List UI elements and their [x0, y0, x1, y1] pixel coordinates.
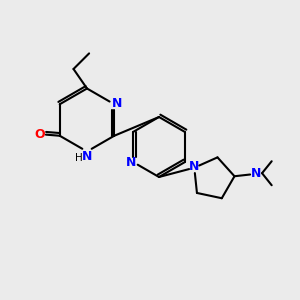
Text: N: N [112, 97, 122, 110]
Text: N: N [251, 167, 261, 180]
Text: N: N [82, 149, 92, 163]
Text: N: N [188, 160, 199, 173]
Text: H: H [75, 153, 83, 163]
Text: O: O [34, 128, 45, 141]
Text: N: N [126, 156, 137, 169]
